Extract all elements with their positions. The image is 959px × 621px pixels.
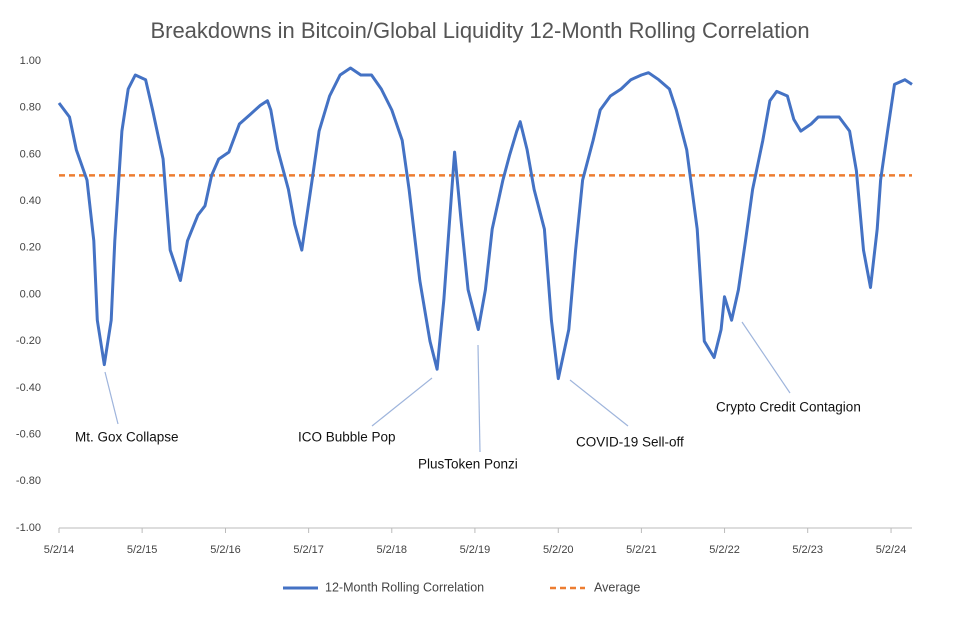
annotation: Mt. Gox Collapse [75, 430, 179, 445]
y-tick-label: -1.00 [16, 522, 41, 534]
y-tick-label: -0.80 [16, 475, 41, 487]
y-tick-label: 0.20 [20, 242, 41, 254]
x-tick-label: 5/2/14 [44, 544, 75, 556]
x-tick-label: 5/2/24 [876, 544, 907, 556]
x-tick-label: 5/2/17 [293, 544, 324, 556]
series-line [57, 66, 913, 381]
x-tick-label: 5/2/18 [376, 544, 407, 556]
annotation-leader [569, 379, 629, 427]
x-tick-label: 5/2/15 [127, 544, 158, 556]
x-tick-label: 5/2/21 [626, 544, 657, 556]
annotation-leader [477, 344, 481, 453]
y-tick-label: 0.80 [20, 102, 41, 114]
annotation: Crypto Credit Contagion [716, 400, 861, 415]
y-tick-label: -0.60 [16, 429, 41, 441]
annotation: ICO Bubble Pop [298, 430, 396, 445]
y-tick-label: -0.20 [16, 335, 41, 347]
y-tick-label: 0.00 [20, 288, 41, 300]
y-tick-label: 0.60 [20, 148, 41, 160]
y-tick-label: 0.40 [20, 195, 41, 207]
legend-label: 12-Month Rolling Correlation [325, 580, 484, 594]
x-tick-label: 5/2/22 [709, 544, 740, 556]
chart-title: Breakdowns in Bitcoin/Global Liquidity 1… [150, 18, 809, 43]
y-tick-label: -0.40 [16, 382, 41, 394]
x-tick-label: 5/2/20 [543, 544, 574, 556]
annotation-leader [371, 377, 433, 427]
x-tick-label: 5/2/16 [210, 544, 241, 556]
annotation-leader [104, 371, 119, 425]
annotation: COVID-19 Sell-off [576, 435, 684, 450]
x-tick-label: 5/2/23 [792, 544, 823, 556]
annotation-leader [741, 321, 791, 394]
annotation: PlusToken Ponzi [418, 457, 518, 472]
x-tick-label: 5/2/19 [460, 544, 491, 556]
y-tick-label: 1.00 [20, 55, 41, 67]
legend-label: Average [594, 580, 640, 594]
